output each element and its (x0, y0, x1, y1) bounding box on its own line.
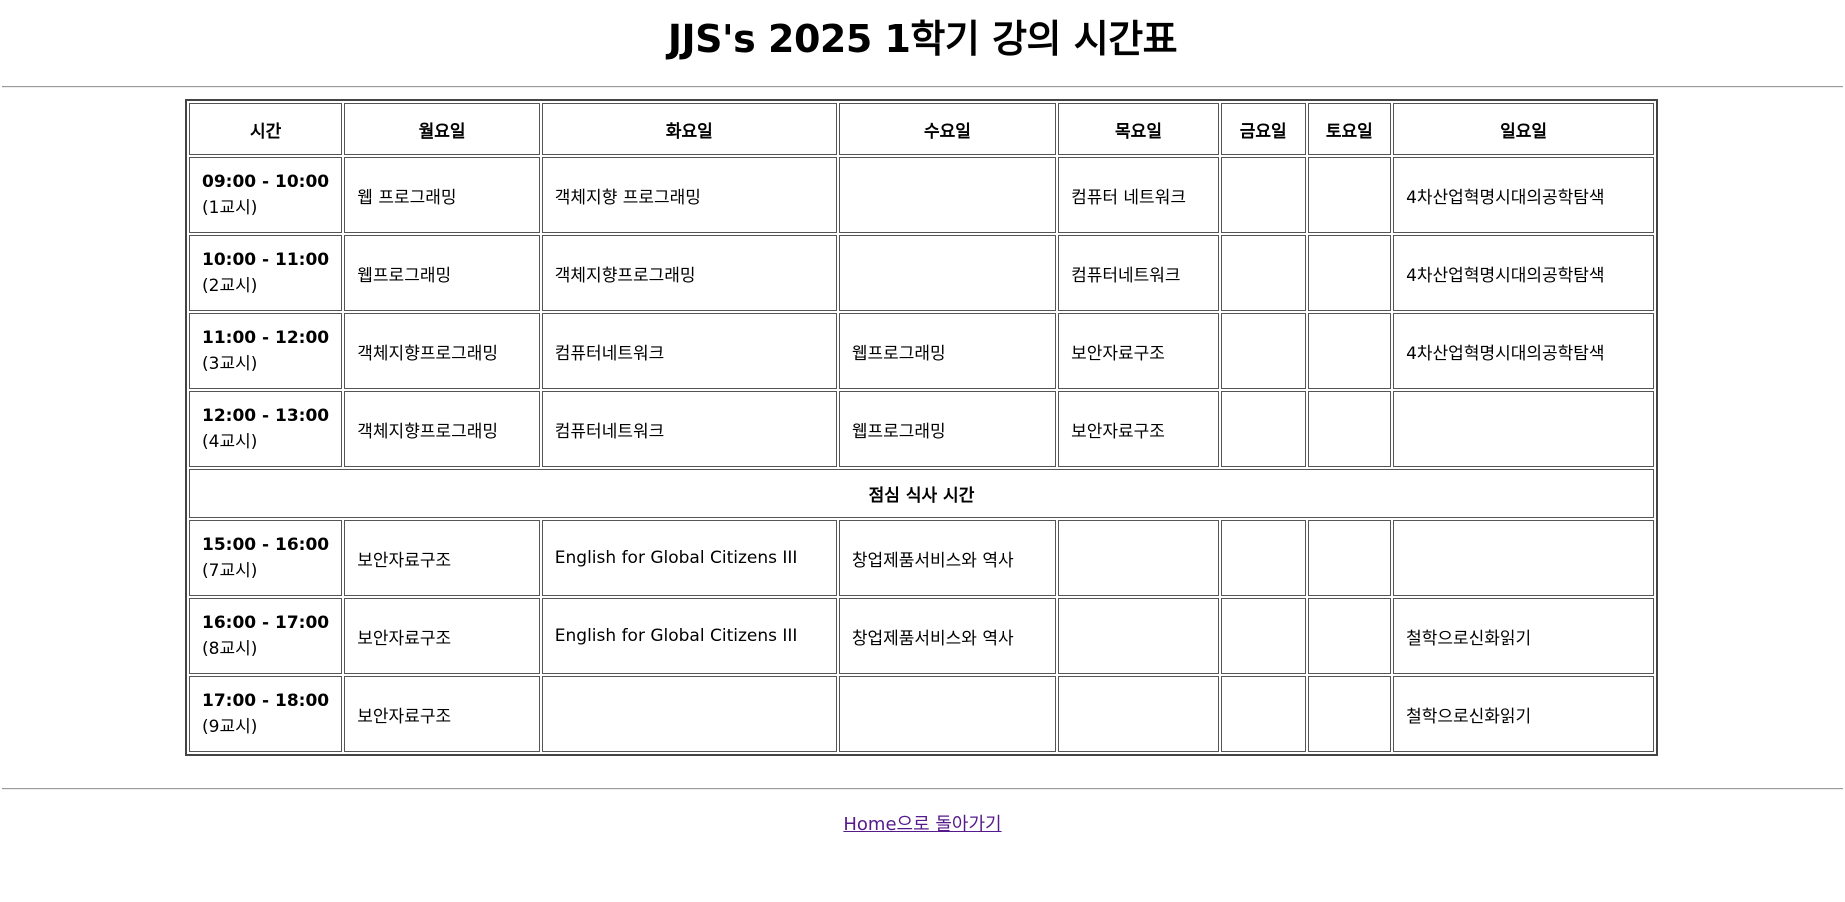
course-cell (1220, 157, 1306, 233)
home-link[interactable]: Home으로 돌아가기 (843, 814, 1002, 835)
course-cell: 보안자료구조 (344, 676, 540, 752)
course-cell (1058, 598, 1219, 674)
course-cell: 객체지향프로그래밍 (344, 313, 540, 389)
course-cell (1307, 157, 1392, 233)
course-cell: 객체지향프로그래밍 (344, 391, 540, 467)
course-cell: 창업제품서비스와 역사 (838, 598, 1057, 674)
course-cell: 웹프로그래밍 (838, 313, 1057, 389)
course-cell: 웹 프로그래밍 (344, 157, 540, 233)
header-row: 시간 월요일 화요일 수요일 목요일 금요일 토요일 일요일 (189, 103, 1654, 155)
course-cell: 컴퓨터네트워크 (541, 391, 837, 467)
time-range: 17:00 - 18:00 (202, 691, 330, 711)
course-cell (1220, 235, 1306, 311)
table-row: 12:00 - 13:00 (4교시) 객체지향프로그래밍 컴퓨터네트워크 웹프로그래밍… (189, 391, 1654, 467)
course-cell: 창업제품서비스와 역사 (838, 520, 1057, 596)
column-header: 금요일 (1220, 103, 1306, 155)
table-row: 15:00 - 16:00 (7교시) 보안자료구조 English for Glob… (189, 520, 1654, 596)
period-label: (8교시) (202, 639, 258, 659)
lunch-row: 점심 식사 시간 (189, 469, 1654, 518)
time-cell: 15:00 - 16:00 (7교시) (189, 520, 343, 596)
period-label: (4교시) (202, 432, 258, 452)
course-cell: 보안자료구조 (344, 520, 540, 596)
period-label: (1교시) (202, 198, 258, 218)
course-cell: English for Global Citizens III (541, 598, 837, 674)
timetable-container: 시간 월요일 화요일 수요일 목요일 금요일 토요일 일요일 09:00 - 10:00 (1교… (0, 88, 1845, 756)
time-cell: 11:00 - 12:00 (3교시) (189, 313, 343, 389)
course-cell (1220, 520, 1306, 596)
time-range: 11:00 - 12:00 (202, 328, 330, 348)
column-header: 시간 (189, 103, 343, 155)
time-cell: 10:00 - 11:00 (2교시) (189, 235, 343, 311)
course-cell (1220, 391, 1306, 467)
course-cell: 보안자료구조 (1058, 391, 1219, 467)
course-cell: 컴퓨터네트워크 (1058, 235, 1219, 311)
column-header: 목요일 (1058, 103, 1219, 155)
table-row: 17:00 - 18:00 (9교시) 보안자료구조 철학으로신화읽기 (189, 676, 1654, 752)
column-header: 수요일 (838, 103, 1057, 155)
time-range: 12:00 - 13:00 (202, 406, 330, 426)
course-cell (1220, 676, 1306, 752)
time-cell: 17:00 - 18:00 (9교시) (189, 676, 343, 752)
course-cell: 철학으로신화읽기 (1393, 598, 1654, 674)
course-cell: 4차산업혁명시대의공학탐색 (1393, 157, 1654, 233)
course-cell: 객체지향 프로그래밍 (541, 157, 837, 233)
course-cell: 4차산업혁명시대의공학탐색 (1393, 235, 1654, 311)
table-row: 11:00 - 12:00 (3교시) 객체지향프로그래밍 컴퓨터네트워크 웹프로그래밍… (189, 313, 1654, 389)
period-label: (2교시) (202, 276, 258, 296)
time-range: 09:00 - 10:00 (202, 172, 330, 192)
time-cell: 12:00 - 13:00 (4교시) (189, 391, 343, 467)
table-row: 10:00 - 11:00 (2교시) 웹프로그래밍 객체지향프로그래밍 컴퓨터네트워크… (189, 235, 1654, 311)
footer: Home으로 돌아가기 (0, 790, 1845, 836)
period-label: (9교시) (202, 717, 258, 737)
course-cell: 보안자료구조 (1058, 313, 1219, 389)
page-title: JJS's 2025 1학기 강의 시간표 (667, 17, 1178, 61)
column-header: 화요일 (541, 103, 837, 155)
course-cell: English for Global Citizens III (541, 520, 837, 596)
course-cell: 객체지향프로그래밍 (541, 235, 837, 311)
table-row: 09:00 - 10:00 (1교시) 웹 프로그래밍 객체지향 프로그래밍 컴퓨터 네… (189, 157, 1654, 233)
course-cell (838, 235, 1057, 311)
column-header: 월요일 (344, 103, 540, 155)
lunch-break-cell: 점심 식사 시간 (189, 469, 1654, 518)
course-cell (838, 157, 1057, 233)
course-cell (1220, 313, 1306, 389)
top-divider (2, 86, 1843, 88)
course-cell (838, 676, 1057, 752)
timetable: 시간 월요일 화요일 수요일 목요일 금요일 토요일 일요일 09:00 - 10:00 (1교… (185, 99, 1658, 756)
course-cell: 컴퓨터네트워크 (541, 313, 837, 389)
column-header: 일요일 (1393, 103, 1654, 155)
period-label: (7교시) (202, 561, 258, 581)
course-cell: 웹프로그래밍 (344, 235, 540, 311)
time-range: 16:00 - 17:00 (202, 613, 330, 633)
course-cell (541, 676, 837, 752)
course-cell: 철학으로신화읽기 (1393, 676, 1654, 752)
course-cell (1393, 391, 1654, 467)
period-label: (3교시) (202, 354, 258, 374)
column-header: 토요일 (1307, 103, 1392, 155)
course-cell (1058, 676, 1219, 752)
course-cell (1220, 598, 1306, 674)
course-cell: 컴퓨터 네트워크 (1058, 157, 1219, 233)
course-cell: 보안자료구조 (344, 598, 540, 674)
time-range: 10:00 - 11:00 (202, 250, 330, 270)
time-range: 15:00 - 16:00 (202, 535, 330, 555)
time-cell: 16:00 - 17:00 (8교시) (189, 598, 343, 674)
table-row: 16:00 - 17:00 (8교시) 보안자료구조 English for Glob… (189, 598, 1654, 674)
course-cell (1307, 313, 1392, 389)
course-cell: 4차산업혁명시대의공학탐색 (1393, 313, 1654, 389)
course-cell (1393, 520, 1654, 596)
course-cell (1058, 520, 1219, 596)
bottom-divider (2, 788, 1843, 790)
course-cell (1307, 235, 1392, 311)
timetable-body: 09:00 - 10:00 (1교시) 웹 프로그래밍 객체지향 프로그래밍 컴퓨터 네… (189, 157, 1654, 752)
course-cell (1307, 391, 1392, 467)
course-cell (1307, 676, 1392, 752)
course-cell: 웹프로그래밍 (838, 391, 1057, 467)
time-cell: 09:00 - 10:00 (1교시) (189, 157, 343, 233)
course-cell (1307, 598, 1392, 674)
course-cell (1307, 520, 1392, 596)
